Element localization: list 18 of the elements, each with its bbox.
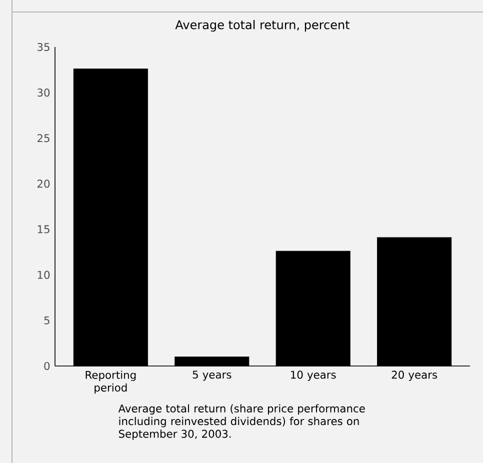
bar xyxy=(377,237,452,366)
x-tick-label: 20 years xyxy=(392,370,438,381)
y-tick-label: 25 xyxy=(37,134,50,142)
y-tick-label: 15 xyxy=(38,225,50,234)
chart-title: Average total return, percent xyxy=(175,20,350,32)
y-tick-label: 10 xyxy=(38,270,50,279)
x-tick-label: Reporting period xyxy=(86,370,136,394)
bar xyxy=(276,250,350,366)
x-tick-label: 5 years xyxy=(192,370,232,381)
bar xyxy=(73,68,148,366)
text: Average total return (share price performance including reinvested dividends) for shares on September 30, 2003. xyxy=(118,404,365,440)
y-tick-label: 20 xyxy=(37,180,50,188)
x-tick-label: 10 years xyxy=(291,370,336,381)
y-tick-label: 35 xyxy=(38,42,50,52)
y-tick-label: 30 xyxy=(38,88,50,97)
y-tick-label: 5 xyxy=(44,316,50,324)
bar xyxy=(174,356,250,366)
y-tick-label: 0 xyxy=(44,362,50,370)
